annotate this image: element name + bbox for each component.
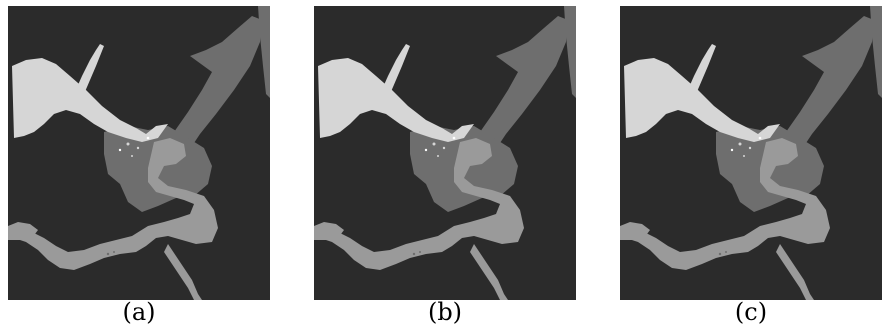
- panel-caption: (c): [734, 298, 768, 326]
- figure-panel-c: [620, 6, 882, 300]
- figure-panel-b: [314, 6, 576, 300]
- panel-caption: (a): [122, 298, 156, 326]
- segmentation-map-image: [314, 6, 576, 300]
- segmentation-map-image: [8, 6, 270, 300]
- panel-caption: (b): [427, 298, 463, 326]
- figure-panel-a: [8, 6, 270, 300]
- segmentation-map-image: [620, 6, 882, 300]
